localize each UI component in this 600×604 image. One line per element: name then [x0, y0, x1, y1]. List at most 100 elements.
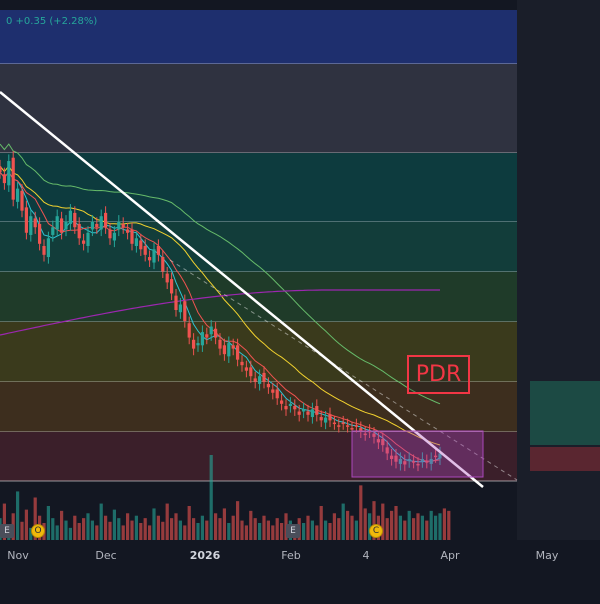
- ma-yellow-line: [0, 165, 441, 446]
- candle-body: [130, 229, 134, 244]
- volume-bar: [447, 510, 451, 540]
- trendline[interactable]: [0, 91, 484, 488]
- volume-bar: [337, 518, 341, 540]
- volume-bar: [68, 527, 72, 540]
- volume-bar: [205, 520, 209, 540]
- zone-teal-2: [0, 222, 517, 272]
- candle-body: [244, 367, 248, 371]
- candle-body: [434, 455, 438, 458]
- candle-body: [262, 372, 266, 382]
- volume-bar: [420, 515, 424, 540]
- volume-bar: [434, 515, 438, 540]
- volume-bar: [161, 521, 165, 540]
- candle-body: [253, 378, 257, 382]
- volume-bar: [328, 523, 332, 540]
- candle-body: [38, 223, 42, 244]
- volume-bar: [425, 520, 429, 540]
- volume-bar: [108, 521, 112, 540]
- zones-layer: [0, 10, 517, 482]
- volume-bar: [271, 525, 275, 540]
- candle-body: [99, 216, 103, 230]
- candle-body: [2, 174, 6, 184]
- volume-bar: [143, 518, 147, 540]
- candle-body: [170, 279, 174, 294]
- volume-bar: [156, 515, 160, 540]
- volume-bar: [165, 503, 169, 540]
- candle-body: [86, 232, 90, 246]
- event-badge-c[interactable]: C: [369, 524, 383, 538]
- candle-body: [376, 439, 380, 443]
- candle-body: [324, 417, 328, 423]
- candle-body: [218, 339, 222, 349]
- volume-bar: [130, 520, 134, 540]
- volume-bar: [315, 525, 319, 540]
- candle-body: [196, 343, 200, 346]
- candle-body: [412, 461, 416, 463]
- candle-body: [381, 439, 385, 446]
- candle-body: [284, 406, 288, 410]
- candle-body: [416, 463, 420, 466]
- volume-bar: [231, 515, 235, 540]
- x-tick-label: Feb: [281, 549, 301, 562]
- volume-bar: [332, 513, 336, 540]
- candle-body: [429, 458, 433, 464]
- volume-bar: [341, 503, 345, 540]
- volume-bar: [139, 523, 143, 540]
- volume-bar: [354, 520, 358, 540]
- volume-bar: [306, 515, 310, 540]
- candle-body: [363, 433, 367, 436]
- event-badge-e[interactable]: E: [286, 524, 300, 538]
- candle-body: [438, 453, 442, 459]
- volume-bar: [218, 518, 222, 540]
- volume-bar: [192, 518, 196, 540]
- candle-body: [82, 240, 86, 244]
- candle-body: [236, 345, 240, 360]
- volume-bar: [412, 518, 416, 540]
- candle-body: [148, 257, 152, 261]
- candle-body: [332, 422, 336, 425]
- volume-bar: [196, 523, 200, 540]
- volume-bar: [2, 503, 6, 540]
- volume-bar: [178, 520, 182, 540]
- volume-bar: [174, 513, 178, 540]
- volume-bar: [363, 508, 367, 540]
- x-tick-label: 4: [362, 549, 370, 562]
- zone-olive: [0, 322, 517, 382]
- volume-bar: [372, 501, 376, 540]
- volume-bar: [29, 527, 33, 540]
- candle-body: [306, 411, 310, 415]
- candle-body: [29, 216, 33, 235]
- candle-body: [126, 229, 130, 233]
- volume-bar: [60, 510, 64, 540]
- candle-body: [390, 455, 394, 459]
- candle-body: [249, 367, 253, 377]
- volume-bar: [266, 520, 270, 540]
- candle-body: [95, 223, 99, 228]
- candle-body: [90, 221, 94, 230]
- volume-bar: [429, 510, 433, 540]
- candle-body: [214, 328, 218, 338]
- event-badge-e[interactable]: E: [0, 524, 14, 538]
- right-box-red: [530, 447, 600, 471]
- volume-bar: [236, 501, 240, 540]
- volume-bar: [324, 520, 328, 540]
- event-badge-o[interactable]: O: [31, 524, 45, 538]
- volume-bar: [121, 525, 125, 540]
- volume-bar: [170, 518, 174, 540]
- volume-bar: [310, 520, 314, 540]
- candle-body: [192, 339, 196, 349]
- volume-bar: [275, 518, 279, 540]
- volume-bar: [222, 508, 226, 540]
- candle-body: [68, 210, 72, 224]
- volume-bar: [258, 523, 262, 540]
- candle-body: [24, 207, 28, 233]
- x-tick-label: Dec: [95, 549, 117, 562]
- consolidation-box[interactable]: [351, 430, 484, 478]
- volume-bar: [187, 506, 191, 540]
- zone-teal: [0, 153, 517, 222]
- candle-body: [51, 227, 55, 235]
- volume-bar: [350, 515, 354, 540]
- pdr-label[interactable]: PDR: [407, 355, 470, 394]
